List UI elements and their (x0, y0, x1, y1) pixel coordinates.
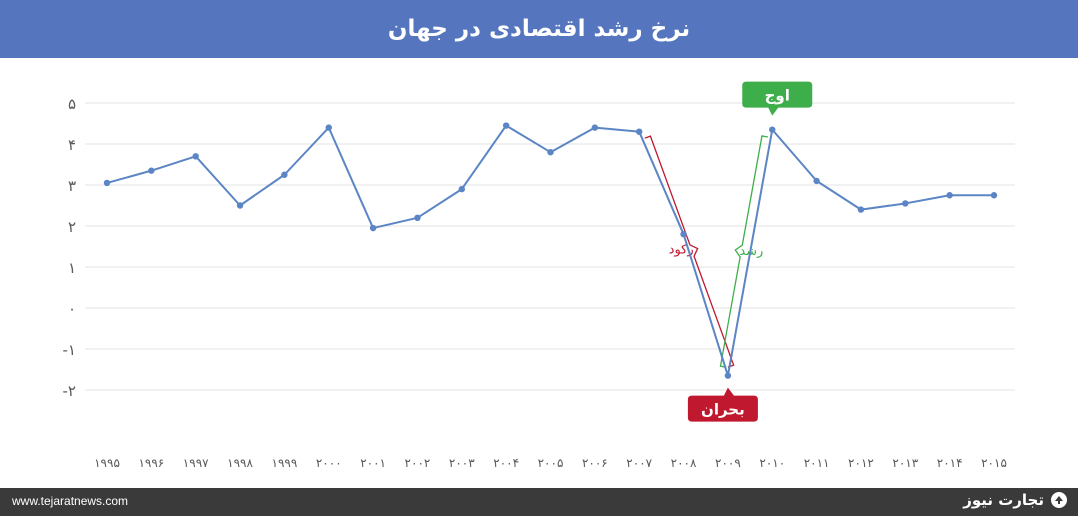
x-tick-label: ۲۰۰۲ (405, 456, 431, 470)
data-point (103, 179, 111, 187)
y-tick-label: ۰ (68, 300, 76, 318)
data-point (636, 128, 643, 135)
data-point (591, 124, 599, 131)
data-point (547, 149, 554, 156)
crisis-label: بحران (701, 401, 745, 419)
x-tick-label: ۱۹۹۵ (94, 456, 120, 470)
y-tick-label: -۲ (63, 382, 76, 400)
data-point (946, 192, 953, 199)
growth-label: رشد (739, 244, 763, 259)
peak-callout (742, 81, 813, 116)
x-tick-label: ۲۰۱۰ (759, 456, 785, 470)
x-tick-label: ۲۰۰۸ (671, 456, 697, 470)
line-chart: ۵ ۴ ۳ ۲ ۱ ۰ -۱ -۲ ۱۹۹۵ ۱۹۹۶ ۱۹۹۷ ۱۹۹۸ ۱۹۹۹ ۲۰۰۰ ۲۰۰۱ ۲۰… (63, 81, 1015, 470)
y-tick-label: ۱ (68, 259, 76, 277)
data-point (902, 200, 909, 207)
y-tick-label: ۴ (68, 136, 76, 154)
brand: تجارت نیوز (963, 491, 1068, 509)
data-point (857, 206, 865, 213)
data-point (281, 171, 288, 178)
data-point (680, 231, 687, 238)
data-point (369, 224, 377, 232)
x-tick-label: ۱۹۹۹ (272, 456, 298, 470)
data-point (502, 122, 510, 129)
data-point (769, 126, 776, 133)
x-tick-label: ۲۰۰۷ (626, 456, 652, 470)
x-tick-label: ۲۰۰۱ (360, 456, 386, 470)
x-tick-label: ۲۰۱۴ (937, 456, 963, 470)
data-point (458, 185, 465, 193)
chart-title: نرخ رشد اقتصادی در جهان (387, 16, 691, 42)
growth-bracket (719, 135, 768, 368)
website-url[interactable]: www.tejaratnews.com (12, 494, 129, 508)
x-tick-label: ۱۹۹۶ (138, 456, 164, 470)
x-tick-label: ۲۰۱۱ (804, 456, 830, 470)
x-tick-label: ۲۰۰۹ (715, 456, 741, 470)
footer-bar: www.tejaratnews.com تجارت نیوز (0, 488, 1078, 516)
y-tick-label: ۳ (68, 177, 76, 195)
crisis-callout (687, 387, 758, 422)
chart-header: نرخ رشد اقتصادی در جهان (0, 0, 1078, 58)
data-point (724, 372, 732, 379)
y-tick-label: ۵ (68, 95, 76, 113)
x-tick-label: ۲۰۰۰ (316, 456, 342, 470)
peak-label: اوج (765, 87, 790, 105)
y-tick-label: ۲ (68, 218, 76, 236)
data-point (813, 177, 820, 185)
data-point (325, 124, 332, 131)
series-line (106, 124, 994, 377)
data-point (414, 214, 421, 221)
data-point (192, 153, 199, 160)
x-tick-label: ۱۹۹۸ (227, 456, 253, 470)
brand-logo-icon (1051, 492, 1067, 508)
x-tick-label: ۲۰۱۵ (981, 456, 1007, 470)
data-point (990, 192, 998, 199)
data-point (148, 167, 155, 174)
x-tick-label: ۲۰۱۲ (848, 456, 874, 470)
x-tick-label: ۲۰۰۶ (582, 456, 608, 470)
x-tick-label: ۲۰۰۵ (538, 456, 564, 470)
x-tick-label: ۲۰۰۳ (449, 456, 475, 470)
brand-name: تجارت نیوز (963, 491, 1044, 509)
x-tick-label: ۲۰۰۴ (493, 456, 519, 470)
y-tick-label: -۱ (63, 341, 76, 359)
x-tick-label: ۲۰۱۳ (892, 456, 918, 470)
x-tick-label: ۱۹۹۷ (183, 456, 209, 470)
recession-bracket (644, 135, 735, 368)
data-point (236, 202, 244, 209)
